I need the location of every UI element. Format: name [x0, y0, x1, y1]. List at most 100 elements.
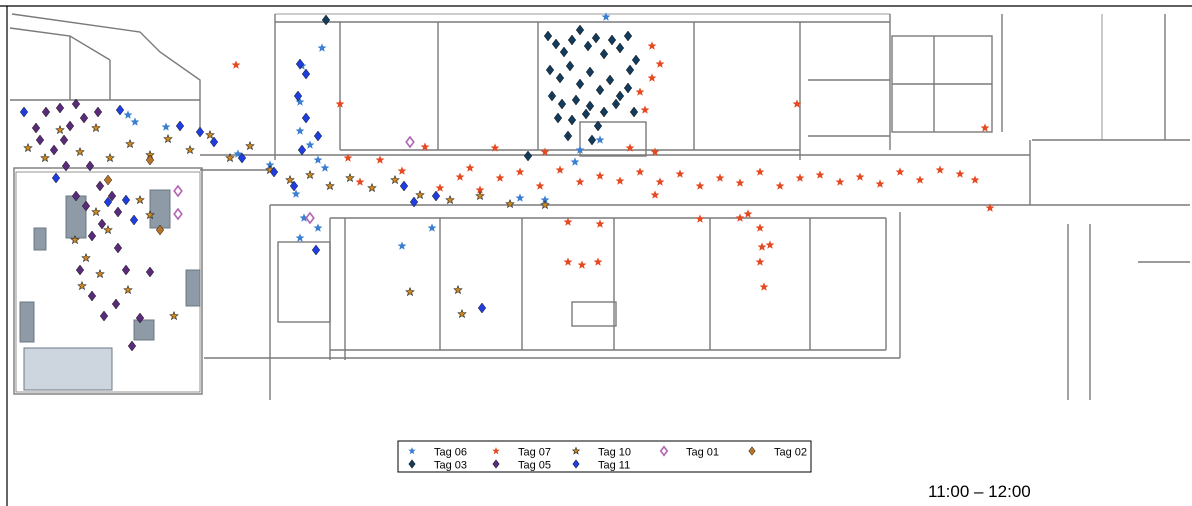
point-tag-11-3 [195, 126, 205, 138]
legend-marker-icon [492, 447, 500, 455]
point-tag-07-52 [755, 223, 765, 232]
point-tag-07-61 [465, 163, 475, 172]
point-tag-11-13 [297, 144, 307, 156]
point-tag-06-1 [130, 117, 140, 126]
point-tag-07-10 [495, 173, 505, 182]
point-tag-11-12 [313, 130, 323, 142]
point-tag-06-11 [295, 97, 305, 106]
point-tag-05-11 [113, 206, 123, 218]
point-tag-06-7 [313, 155, 323, 164]
point-tag-11-14 [121, 194, 131, 206]
point-tag-03-18 [605, 74, 615, 86]
point-tag-03-32 [593, 120, 603, 132]
point-tag-03-0 [543, 30, 553, 42]
point-tag-03-24 [585, 100, 595, 112]
point-tag-11-4 [209, 136, 219, 148]
point-tag-07-26 [815, 170, 825, 179]
point-tag-01-3 [305, 211, 315, 225]
point-tag-03-31 [581, 108, 591, 120]
point-tag-07-48 [595, 219, 605, 228]
point-tag-10-36 [145, 210, 155, 220]
point-tag-11-8 [295, 58, 305, 70]
point-tag-05-26 [71, 98, 81, 110]
point-tag-11-22 [399, 180, 409, 192]
point-tag-02-2 [145, 154, 155, 166]
point-tag-01-0 [173, 184, 183, 198]
point-tag-07-9 [475, 185, 485, 194]
point-tag-03-29 [553, 112, 563, 124]
point-tag-06-4 [265, 160, 275, 169]
point-tag-07-54 [755, 257, 765, 266]
point-tag-05-27 [59, 134, 69, 146]
point-tag-10-31 [103, 225, 113, 235]
point-tag-03-35 [321, 14, 331, 26]
series-tag-05 [31, 98, 155, 352]
point-tag-07-4 [375, 155, 385, 164]
point-tag-10-22 [475, 191, 485, 201]
point-tag-05-19 [99, 310, 109, 322]
point-tag-07-43 [650, 147, 660, 156]
point-tag-03-3 [567, 34, 577, 46]
point-tag-07-18 [655, 177, 665, 186]
point-tag-10-27 [95, 269, 105, 279]
point-tag-07-6 [420, 142, 430, 151]
point-tag-06-8 [317, 43, 327, 52]
point-tag-07-13 [555, 165, 565, 174]
point-tag-07-7 [435, 183, 445, 192]
point-tag-07-44 [563, 257, 573, 266]
point-tag-07-46 [593, 257, 603, 266]
point-tag-10-2 [55, 125, 65, 135]
point-tag-03-30 [567, 114, 577, 126]
point-tag-03-22 [557, 98, 567, 110]
legend-label: Tag 02 [774, 447, 807, 459]
furniture [19, 189, 201, 391]
point-tag-07-15 [595, 171, 605, 180]
point-tag-11-2 [175, 120, 185, 132]
point-tag-10-29 [123, 285, 133, 295]
legend-label: Tag 05 [518, 460, 551, 472]
point-tag-11-7 [289, 180, 299, 192]
point-tag-07-24 [775, 181, 785, 190]
legend-item-tag-05: Tag 05 [492, 459, 551, 472]
point-tag-05-3 [79, 112, 89, 124]
point-tag-07-14 [575, 177, 585, 186]
point-tag-03-8 [607, 34, 617, 46]
point-tag-07-36 [980, 123, 990, 132]
point-tag-03-21 [547, 90, 557, 102]
point-tag-06-0 [123, 110, 133, 119]
point-tag-05-10 [107, 190, 117, 202]
point-tag-07-5 [397, 166, 407, 175]
point-tag-10-35 [405, 287, 415, 297]
point-tag-07-34 [970, 175, 980, 184]
point-tag-07-29 [875, 179, 885, 188]
point-tag-05-4 [93, 106, 103, 118]
point-tag-07-23 [755, 167, 765, 176]
point-tag-03-27 [623, 82, 633, 94]
point-tag-02-1 [103, 174, 113, 186]
legend-marker-icon [659, 445, 669, 457]
legend-label: Tag 06 [434, 447, 467, 459]
legend-item-tag-03: Tag 03 [408, 459, 467, 472]
point-tag-07-49 [650, 190, 660, 199]
point-tag-05-1 [55, 102, 65, 114]
series-tag-01 [173, 135, 415, 225]
point-tag-01-2 [405, 135, 415, 149]
point-tag-06-14 [295, 233, 305, 242]
point-tag-03-26 [611, 98, 621, 110]
point-tag-03-12 [545, 64, 555, 76]
point-tag-06-2 [161, 122, 171, 131]
legend-item-tag-07: Tag 07 [492, 447, 551, 459]
legend-marker-icon [748, 446, 756, 456]
point-tag-06-16 [397, 241, 407, 250]
legend-item-tag-02: Tag 02 [748, 446, 807, 459]
point-tag-10-14 [285, 175, 295, 185]
point-tag-10-30 [169, 311, 179, 321]
point-tag-03-4 [575, 24, 585, 36]
point-tag-03-19 [615, 90, 625, 102]
point-tag-10-37 [135, 195, 145, 205]
point-tag-10-8 [163, 134, 173, 144]
point-tag-11-15 [129, 214, 139, 226]
point-tag-10-25 [70, 235, 80, 245]
point-tag-03-16 [585, 66, 595, 78]
series-tag-07 [231, 41, 995, 291]
